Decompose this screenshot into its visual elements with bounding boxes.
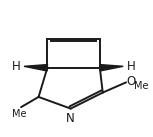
- Text: Me: Me: [134, 81, 148, 91]
- Text: H: H: [12, 60, 20, 73]
- Text: O: O: [127, 75, 136, 88]
- Text: Me: Me: [12, 109, 27, 119]
- Polygon shape: [100, 65, 123, 71]
- Text: H: H: [127, 60, 136, 73]
- Text: N: N: [66, 112, 75, 125]
- Polygon shape: [24, 65, 48, 71]
